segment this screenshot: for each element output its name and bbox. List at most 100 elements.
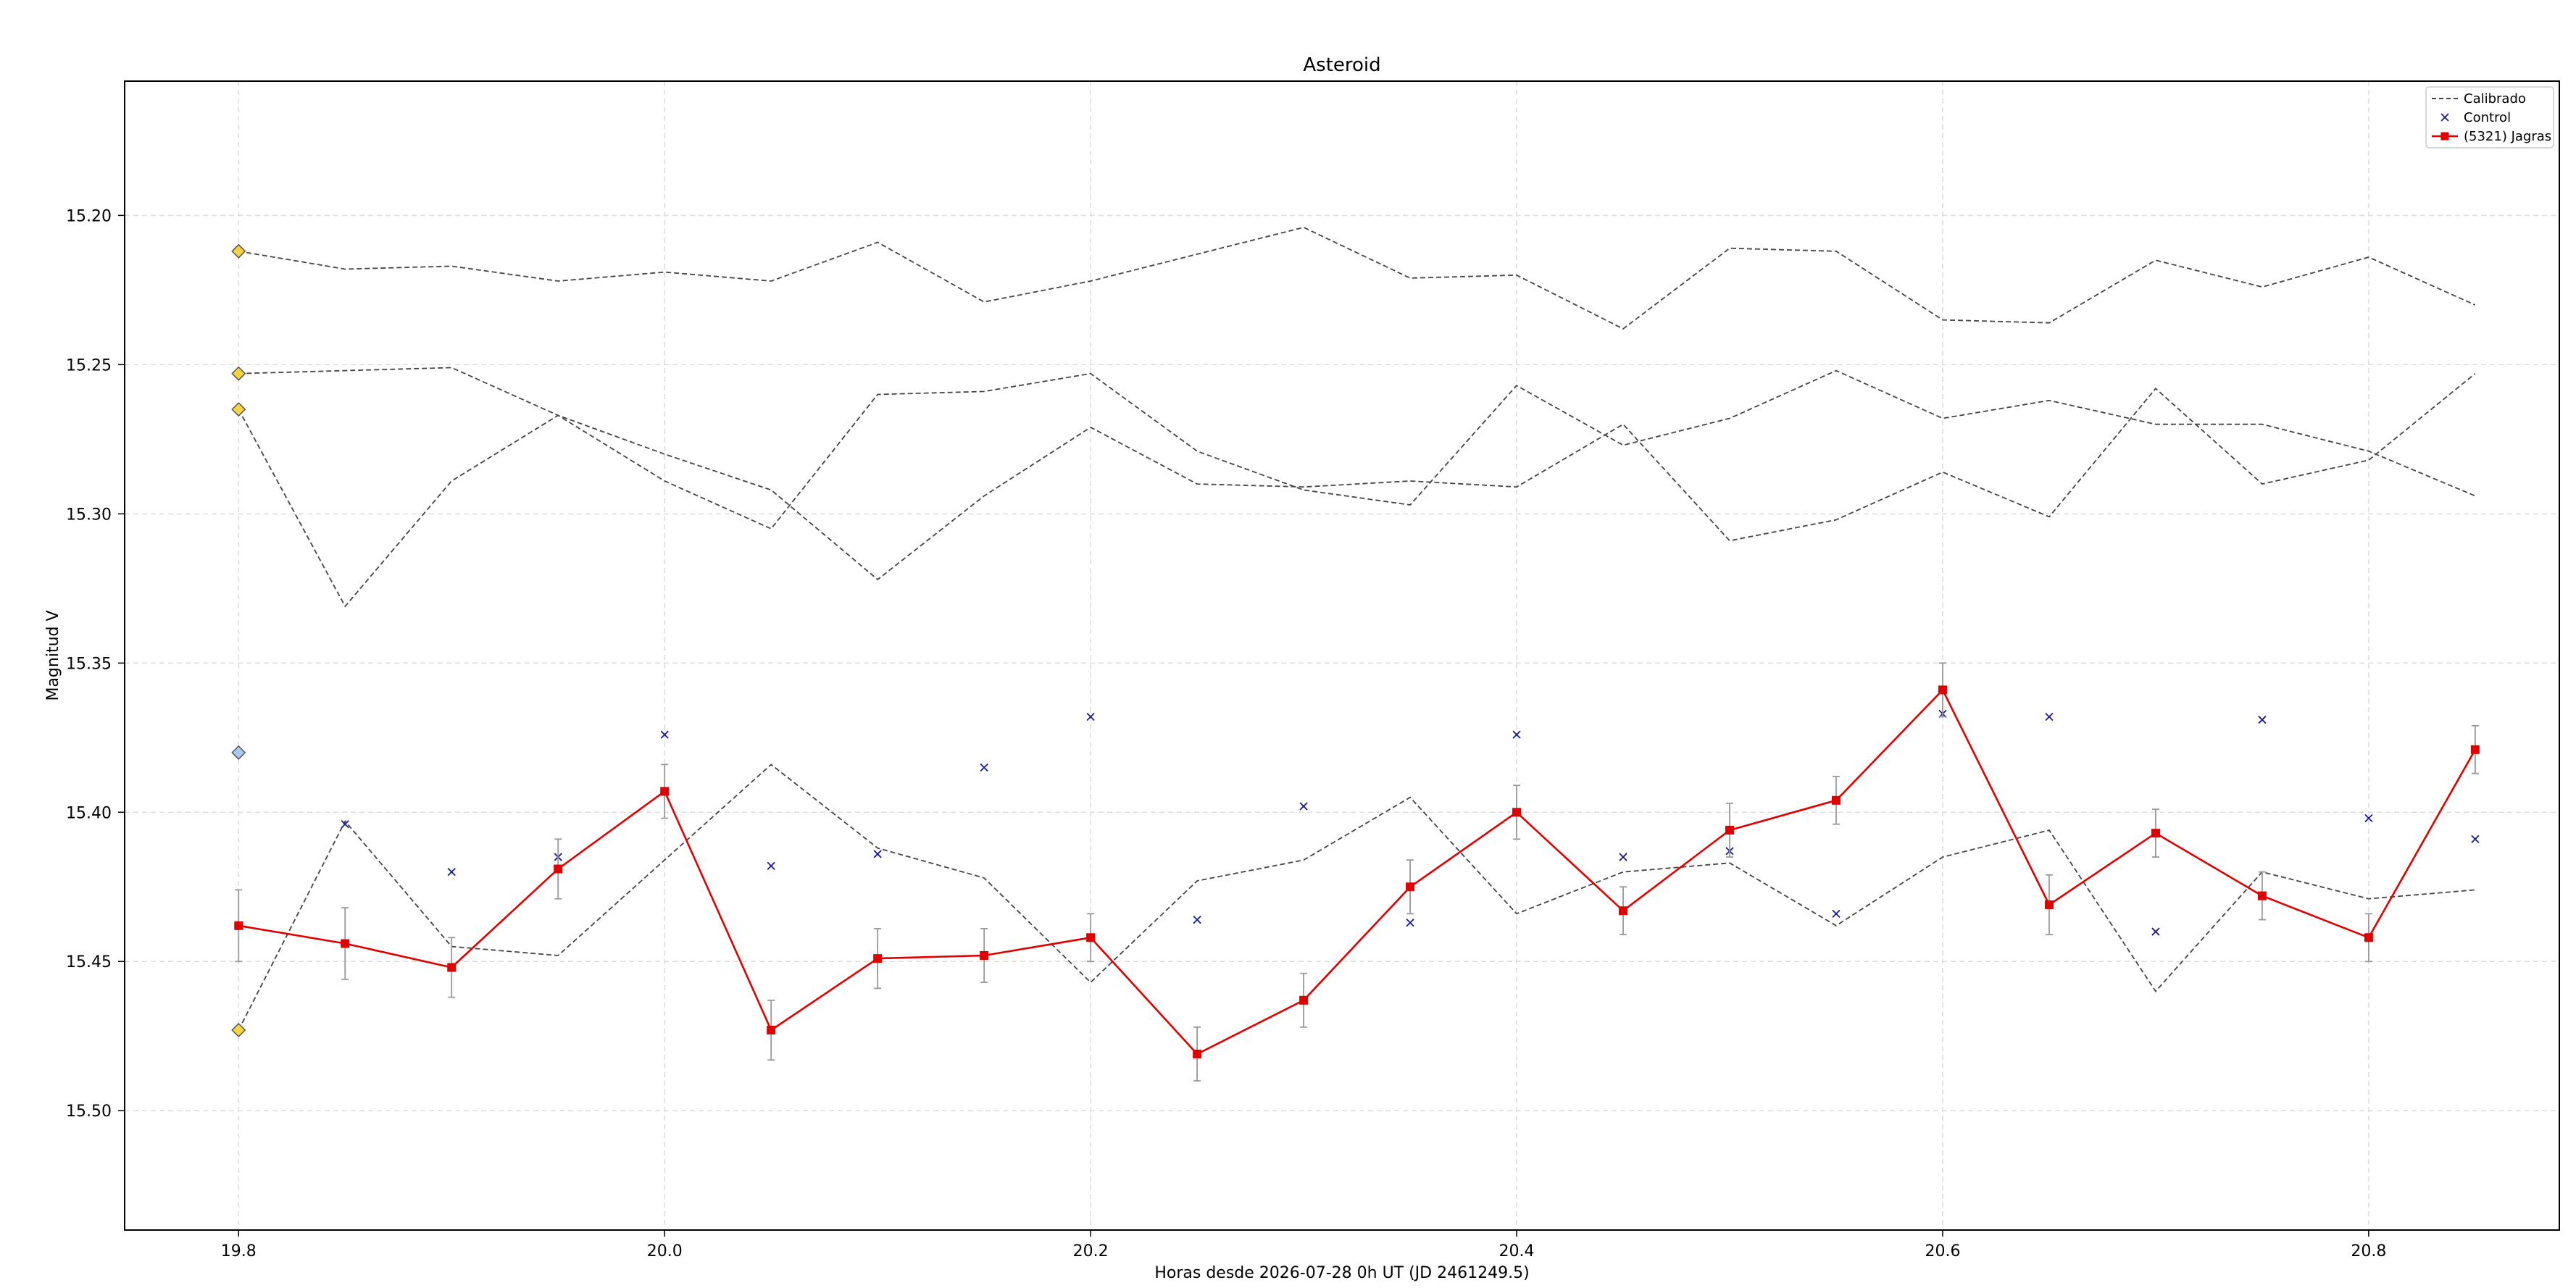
target-point (1619, 906, 1628, 916)
target-point (2470, 745, 2480, 754)
x-tick-label: 20.2 (1073, 1242, 1109, 1260)
legend-box (2425, 86, 2554, 149)
reference-diamond-marker (231, 745, 246, 760)
x-axis-title: Horas desde 2026-07-28 0h UT (JD 2461249… (1154, 1264, 1529, 1282)
control-point (1619, 853, 1627, 861)
legend-target-label: (5321) Jagras (2464, 129, 2551, 144)
calibrated-series-line (238, 764, 2475, 1031)
control-point (980, 763, 988, 772)
target-point (2044, 900, 2054, 909)
target-point (1299, 995, 1309, 1005)
grid (125, 81, 2559, 1230)
target-point (980, 951, 989, 961)
control-point (2258, 715, 2267, 724)
control-point-stroke (2151, 927, 2160, 936)
target-point (554, 864, 563, 874)
legend-control-marker (2440, 113, 2449, 122)
control-point (2151, 927, 2160, 936)
target-point (767, 1025, 776, 1034)
x-tick-label: 19.8 (221, 1242, 257, 1260)
calibrated-series-group (238, 226, 2476, 1031)
control-point-stroke (1406, 919, 1414, 927)
reference-diamond-marker (231, 366, 246, 381)
x-tick-label: 20.8 (2351, 1242, 2386, 1260)
control-point-stroke (1086, 712, 1095, 722)
target-point (1725, 825, 1735, 835)
legend-control-marker-stroke (2440, 113, 2449, 122)
legend: Calibrado Control (5321) Jagras (2425, 86, 2554, 149)
control-point-stroke (980, 763, 988, 772)
control-point (767, 861, 775, 871)
control-point-stroke (2258, 715, 2267, 724)
calibrated-series-line (238, 367, 2476, 530)
calibrated-series-line (238, 373, 2476, 608)
control-point-stroke (873, 850, 882, 858)
control-point-stroke (1832, 909, 1841, 918)
target-point (2257, 891, 2267, 900)
control-point-stroke (447, 868, 456, 877)
target-series-group (234, 662, 2480, 1082)
control-point-stroke (2364, 814, 2373, 823)
reference-diamond-marker (231, 1022, 246, 1038)
target-point (2364, 933, 2373, 942)
y-tick-label: 15.45 (66, 953, 112, 971)
control-point-stroke (2045, 712, 2054, 722)
target-point (234, 921, 243, 930)
reference-diamond-marker (231, 243, 246, 259)
control-point (2364, 814, 2373, 823)
target-point (1512, 808, 1522, 817)
y-tick-label: 15.50 (66, 1103, 112, 1121)
control-point-stroke (1512, 730, 1521, 739)
reference-markers-group (231, 243, 246, 1038)
control-point-stroke (1193, 915, 1201, 924)
target-point (1406, 882, 1415, 892)
control-point (341, 820, 349, 829)
control-point-stroke (767, 861, 775, 871)
y-axis-title: Magnitud V (44, 610, 62, 701)
control-point (2045, 712, 2054, 722)
y-tick-label: 15.40 (66, 804, 112, 822)
control-point (1512, 730, 1521, 739)
chart-title: Asteroid (1303, 54, 1380, 76)
legend-control-label: Control (2464, 110, 2511, 125)
control-point (1299, 802, 1308, 811)
control-point (1086, 712, 1095, 722)
axis-ticks: 19.8 20.0 20.2 20.4 20.6 20.8 15.20 15.25 15.30 1… (66, 207, 2386, 1260)
plot-frame (124, 80, 2560, 1231)
target-point (341, 939, 350, 948)
x-tick-label: 20.0 (647, 1242, 683, 1260)
control-point (2471, 835, 2480, 843)
x-tick-label: 20.4 (1499, 1242, 1535, 1260)
target-point (447, 963, 457, 972)
control-point (1193, 915, 1201, 924)
target-point (1086, 933, 1096, 942)
y-tick-label: 15.30 (66, 506, 112, 524)
control-point (1832, 909, 1841, 918)
x-tick-label: 20.6 (1925, 1242, 1960, 1260)
control-point (1406, 919, 1414, 927)
control-point-stroke (660, 730, 669, 739)
target-point (1831, 795, 1841, 805)
control-point (660, 730, 669, 739)
control-point (873, 850, 882, 858)
target-point (2151, 829, 2160, 838)
y-tick-label: 15.35 (66, 655, 112, 673)
y-tick-label: 15.25 (66, 356, 112, 375)
y-tick-label: 15.20 (66, 207, 112, 225)
control-point-stroke (1619, 853, 1627, 861)
control-point (447, 868, 456, 877)
legend-calibrado-label: Calibrado (2464, 91, 2526, 106)
calibrated-series-line (238, 226, 2476, 330)
control-point-stroke (2471, 835, 2480, 843)
target-point (1193, 1049, 1202, 1058)
target-point (873, 954, 883, 963)
target-series-line (238, 688, 2477, 1055)
target-point (660, 787, 670, 796)
control-point-stroke (1299, 802, 1308, 811)
target-point (1938, 685, 1947, 695)
control-point-stroke (341, 820, 349, 829)
reference-diamond-marker (231, 402, 246, 417)
legend-target-marker (2440, 132, 2449, 141)
